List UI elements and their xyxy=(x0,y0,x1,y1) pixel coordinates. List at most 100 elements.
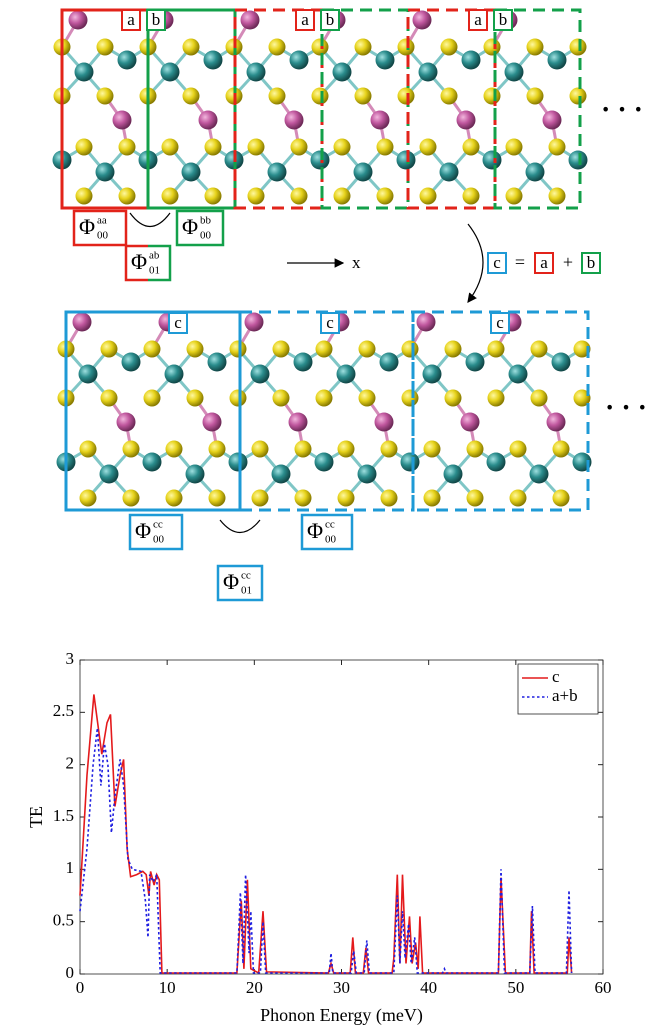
x-tick-label: 0 xyxy=(76,978,85,997)
phi-symbol: Φ xyxy=(223,569,239,594)
atom xyxy=(113,111,132,130)
y-tick-label: 3 xyxy=(66,649,75,668)
atom xyxy=(337,365,356,384)
atom xyxy=(75,63,94,82)
atom xyxy=(402,341,419,358)
atom xyxy=(506,139,523,156)
atom xyxy=(122,353,141,372)
atom xyxy=(245,313,264,332)
atom xyxy=(420,139,437,156)
atom xyxy=(466,353,485,372)
atom xyxy=(76,188,93,205)
atom xyxy=(166,490,183,507)
atom xyxy=(69,11,88,30)
atom xyxy=(119,139,136,156)
y-axis-title: TE xyxy=(26,806,46,828)
x-axis-title: Phonon Energy (meV) xyxy=(260,1005,423,1026)
atom xyxy=(552,353,571,372)
atom xyxy=(241,11,260,30)
atom xyxy=(100,465,119,484)
atom xyxy=(417,313,436,332)
atom xyxy=(355,88,372,105)
equation-term: c xyxy=(493,253,501,272)
atom xyxy=(333,63,352,82)
phi-subscript: 01 xyxy=(149,265,160,277)
equation-term: a xyxy=(540,253,548,272)
phi-symbol: Φ xyxy=(182,214,198,239)
atom xyxy=(123,441,140,458)
phi-symbol: Φ xyxy=(131,249,147,274)
phi-subscript: 00 xyxy=(200,230,212,242)
atom xyxy=(483,151,502,170)
atom xyxy=(162,139,179,156)
cell-label: b xyxy=(326,10,335,29)
atom xyxy=(165,365,184,384)
atom xyxy=(445,341,462,358)
y-tick-label: 1.5 xyxy=(53,806,74,825)
atom xyxy=(291,188,308,205)
atom xyxy=(413,11,432,30)
atom xyxy=(377,188,394,205)
atom xyxy=(569,151,588,170)
y-tick-label: 0 xyxy=(66,963,75,982)
atom xyxy=(230,390,247,407)
atom xyxy=(505,63,524,82)
atom xyxy=(420,188,437,205)
atom xyxy=(527,39,544,56)
cell-label: a xyxy=(127,10,135,29)
phi-subscript: 00 xyxy=(153,534,165,546)
atom xyxy=(161,63,180,82)
atom xyxy=(549,188,566,205)
atom xyxy=(526,163,545,182)
atom xyxy=(509,365,528,384)
atom xyxy=(549,139,566,156)
atom xyxy=(398,88,415,105)
phi-subscript: 00 xyxy=(97,230,109,242)
phi-superscript: cc xyxy=(325,519,335,531)
atom xyxy=(445,390,462,407)
atom xyxy=(285,111,304,130)
atom xyxy=(553,490,570,507)
atom xyxy=(101,390,118,407)
x-tick-label: 60 xyxy=(595,978,612,997)
atom xyxy=(375,413,394,432)
atom xyxy=(268,163,287,182)
atom xyxy=(291,139,308,156)
atom xyxy=(397,151,416,170)
atom xyxy=(359,390,376,407)
atom xyxy=(203,413,222,432)
atom xyxy=(531,341,548,358)
atom xyxy=(205,139,222,156)
atom xyxy=(338,441,355,458)
atom xyxy=(187,341,204,358)
atom xyxy=(248,139,265,156)
atom xyxy=(441,88,458,105)
ellipsis: · · · xyxy=(601,94,643,125)
atom xyxy=(247,63,266,82)
atom xyxy=(229,453,248,472)
atom xyxy=(162,188,179,205)
atom xyxy=(376,51,395,70)
atom xyxy=(205,188,222,205)
atom xyxy=(424,441,441,458)
atom xyxy=(463,139,480,156)
atom xyxy=(334,139,351,156)
atom xyxy=(273,341,290,358)
cell-label: c xyxy=(174,313,182,332)
chart: 010203040506000.511.522.53Phonon Energy … xyxy=(26,649,611,1026)
atom xyxy=(462,51,481,70)
atom xyxy=(312,39,329,56)
atom xyxy=(76,139,93,156)
y-tick-label: 2.5 xyxy=(53,701,74,720)
atom xyxy=(294,353,313,372)
figure: abababcccΦaa00Φbb00Φab01Φcc00Φcc01Φcc00x… xyxy=(0,0,658,1031)
atom xyxy=(209,441,226,458)
atom xyxy=(316,341,333,358)
atom xyxy=(467,490,484,507)
atom xyxy=(380,353,399,372)
atom xyxy=(487,453,506,472)
atom xyxy=(371,111,390,130)
phi-symbol: Φ xyxy=(135,518,151,543)
phi-subscript: 00 xyxy=(325,534,337,546)
y-tick-label: 1 xyxy=(66,858,75,877)
